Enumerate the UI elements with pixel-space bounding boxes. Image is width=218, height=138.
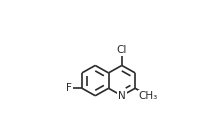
Text: Cl: Cl <box>117 45 127 55</box>
Text: F: F <box>66 83 72 93</box>
Text: CH₃: CH₃ <box>139 91 158 101</box>
Text: N: N <box>118 91 126 101</box>
